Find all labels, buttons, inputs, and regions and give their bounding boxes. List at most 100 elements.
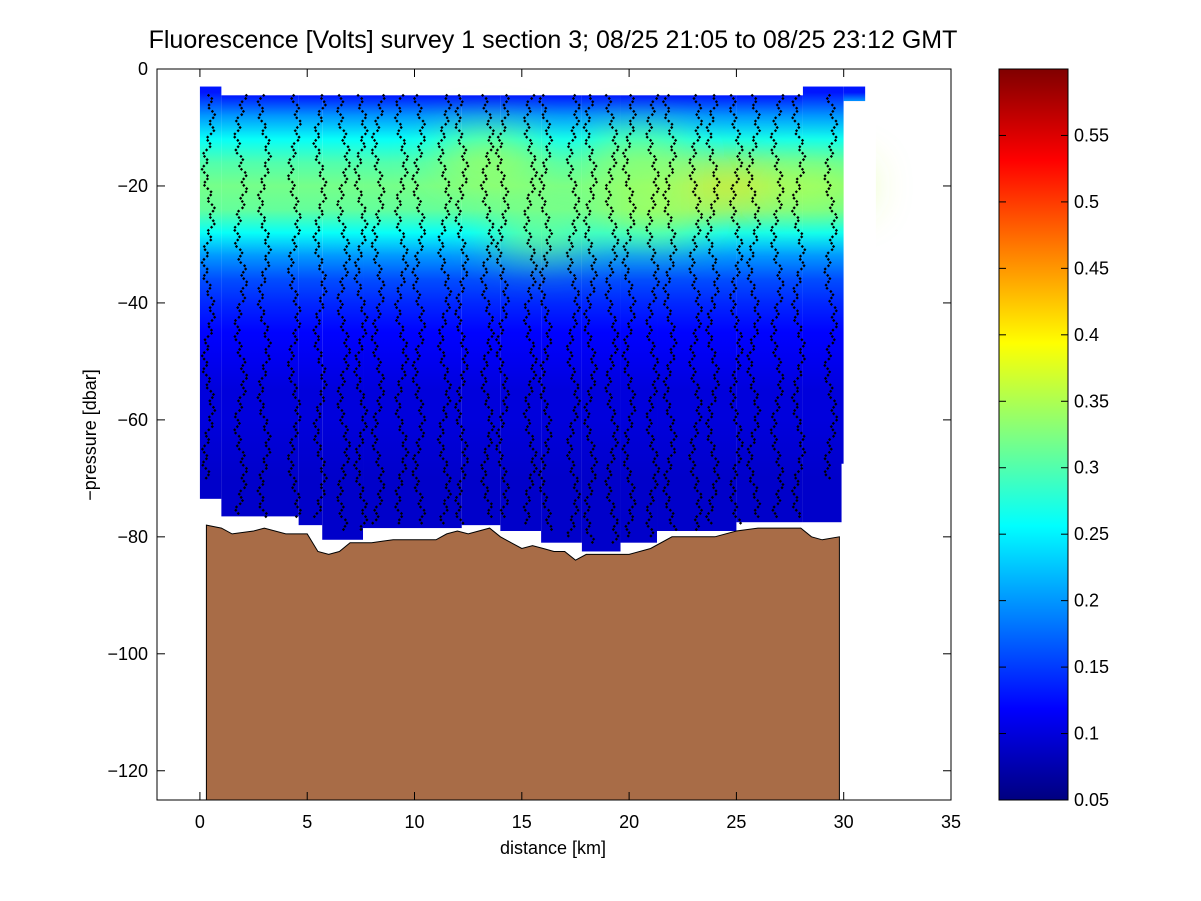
colorbar-tick-label: 0.45 bbox=[1074, 258, 1109, 278]
cast-marker bbox=[584, 141, 588, 146]
cast-marker bbox=[770, 415, 774, 419]
cast-marker bbox=[412, 360, 416, 364]
cast-marker bbox=[611, 415, 615, 419]
cast-marker bbox=[265, 328, 269, 332]
cast-marker bbox=[803, 248, 807, 252]
cast-marker bbox=[485, 257, 490, 261]
cast-marker bbox=[340, 209, 345, 213]
cast-marker bbox=[443, 373, 447, 377]
cast-marker bbox=[365, 502, 369, 506]
cast-marker bbox=[286, 360, 291, 364]
cast-marker bbox=[342, 463, 346, 467]
cast-marker bbox=[460, 248, 464, 252]
cast-marker bbox=[525, 502, 529, 506]
cast-marker bbox=[609, 299, 613, 303]
cast-marker bbox=[792, 206, 796, 210]
cast-marker bbox=[503, 222, 507, 226]
cast-marker bbox=[506, 389, 510, 393]
cast-marker bbox=[413, 161, 417, 165]
cast-marker bbox=[654, 463, 658, 467]
cast-marker bbox=[830, 209, 834, 213]
cast-marker bbox=[777, 463, 781, 467]
cast-marker bbox=[633, 113, 638, 117]
cast-marker bbox=[527, 498, 532, 503]
cast-marker bbox=[757, 206, 761, 210]
cast-marker bbox=[530, 177, 534, 181]
cast-marker bbox=[709, 228, 713, 233]
cast-marker bbox=[549, 431, 553, 435]
cast-marker bbox=[776, 273, 780, 278]
cast-marker bbox=[395, 305, 399, 310]
cast-marker bbox=[608, 264, 612, 268]
cast-marker bbox=[486, 351, 490, 355]
cast-marker bbox=[793, 486, 797, 490]
cast-marker bbox=[206, 199, 211, 204]
cast-marker bbox=[423, 418, 427, 422]
cast-marker bbox=[419, 225, 423, 229]
cast-marker bbox=[746, 370, 750, 374]
cast-marker bbox=[374, 254, 379, 258]
cast-marker bbox=[438, 347, 442, 352]
cast-marker bbox=[625, 347, 630, 352]
cast-marker bbox=[399, 125, 403, 130]
cast-marker bbox=[571, 460, 575, 464]
cast-marker bbox=[459, 396, 463, 400]
cast-marker bbox=[803, 154, 807, 159]
cast-marker bbox=[648, 418, 652, 422]
cast-marker bbox=[202, 367, 206, 371]
cast-marker bbox=[696, 312, 700, 316]
cast-marker bbox=[572, 502, 576, 506]
cast-marker bbox=[589, 186, 593, 191]
cast-marker bbox=[590, 151, 594, 155]
cast-marker bbox=[622, 244, 626, 249]
cast-marker bbox=[737, 244, 742, 249]
y-tick-label: −100 bbox=[107, 644, 148, 664]
cast-marker bbox=[498, 347, 502, 352]
cast-marker bbox=[633, 206, 638, 210]
cast-marker bbox=[672, 251, 676, 255]
cast-marker bbox=[506, 498, 510, 503]
cast-marker bbox=[358, 338, 362, 342]
cast-marker bbox=[261, 367, 265, 371]
cast-marker bbox=[590, 241, 594, 245]
cast-marker bbox=[588, 154, 592, 159]
cast-marker bbox=[695, 338, 699, 342]
cast-marker bbox=[709, 322, 713, 326]
cast-marker bbox=[585, 518, 589, 522]
cast-marker bbox=[340, 466, 344, 471]
cast-marker bbox=[735, 473, 739, 477]
cast-marker bbox=[337, 122, 341, 126]
cast-marker bbox=[365, 222, 369, 226]
cast-marker bbox=[733, 325, 737, 329]
cast-marker bbox=[357, 341, 362, 345]
cast-marker bbox=[708, 215, 712, 220]
cast-marker bbox=[444, 203, 448, 207]
cast-marker bbox=[210, 396, 214, 400]
cast-marker bbox=[288, 251, 293, 255]
cast-marker bbox=[358, 379, 362, 384]
cast-marker bbox=[707, 498, 712, 503]
cast-marker bbox=[706, 312, 710, 316]
cast-marker bbox=[358, 158, 363, 162]
cast-marker bbox=[443, 270, 447, 274]
cast-marker bbox=[420, 212, 425, 216]
cast-marker bbox=[694, 334, 698, 339]
cast-marker bbox=[531, 437, 535, 442]
cast-marker bbox=[321, 106, 325, 110]
cast-marker bbox=[829, 354, 833, 358]
y-tick-label: −20 bbox=[117, 176, 148, 196]
cast-marker bbox=[696, 405, 700, 409]
cast-marker bbox=[487, 431, 491, 435]
cast-marker bbox=[706, 325, 710, 329]
cast-marker bbox=[776, 158, 780, 162]
cast-marker bbox=[415, 206, 419, 210]
cast-marker bbox=[549, 338, 553, 342]
cast-marker bbox=[293, 113, 297, 117]
cast-marker bbox=[539, 489, 543, 493]
cast-marker bbox=[544, 170, 548, 175]
cast-marker bbox=[483, 376, 487, 380]
cast-marker bbox=[461, 238, 465, 242]
cast-marker bbox=[583, 418, 587, 422]
cast-marker bbox=[395, 212, 399, 216]
cast-marker bbox=[499, 132, 503, 136]
